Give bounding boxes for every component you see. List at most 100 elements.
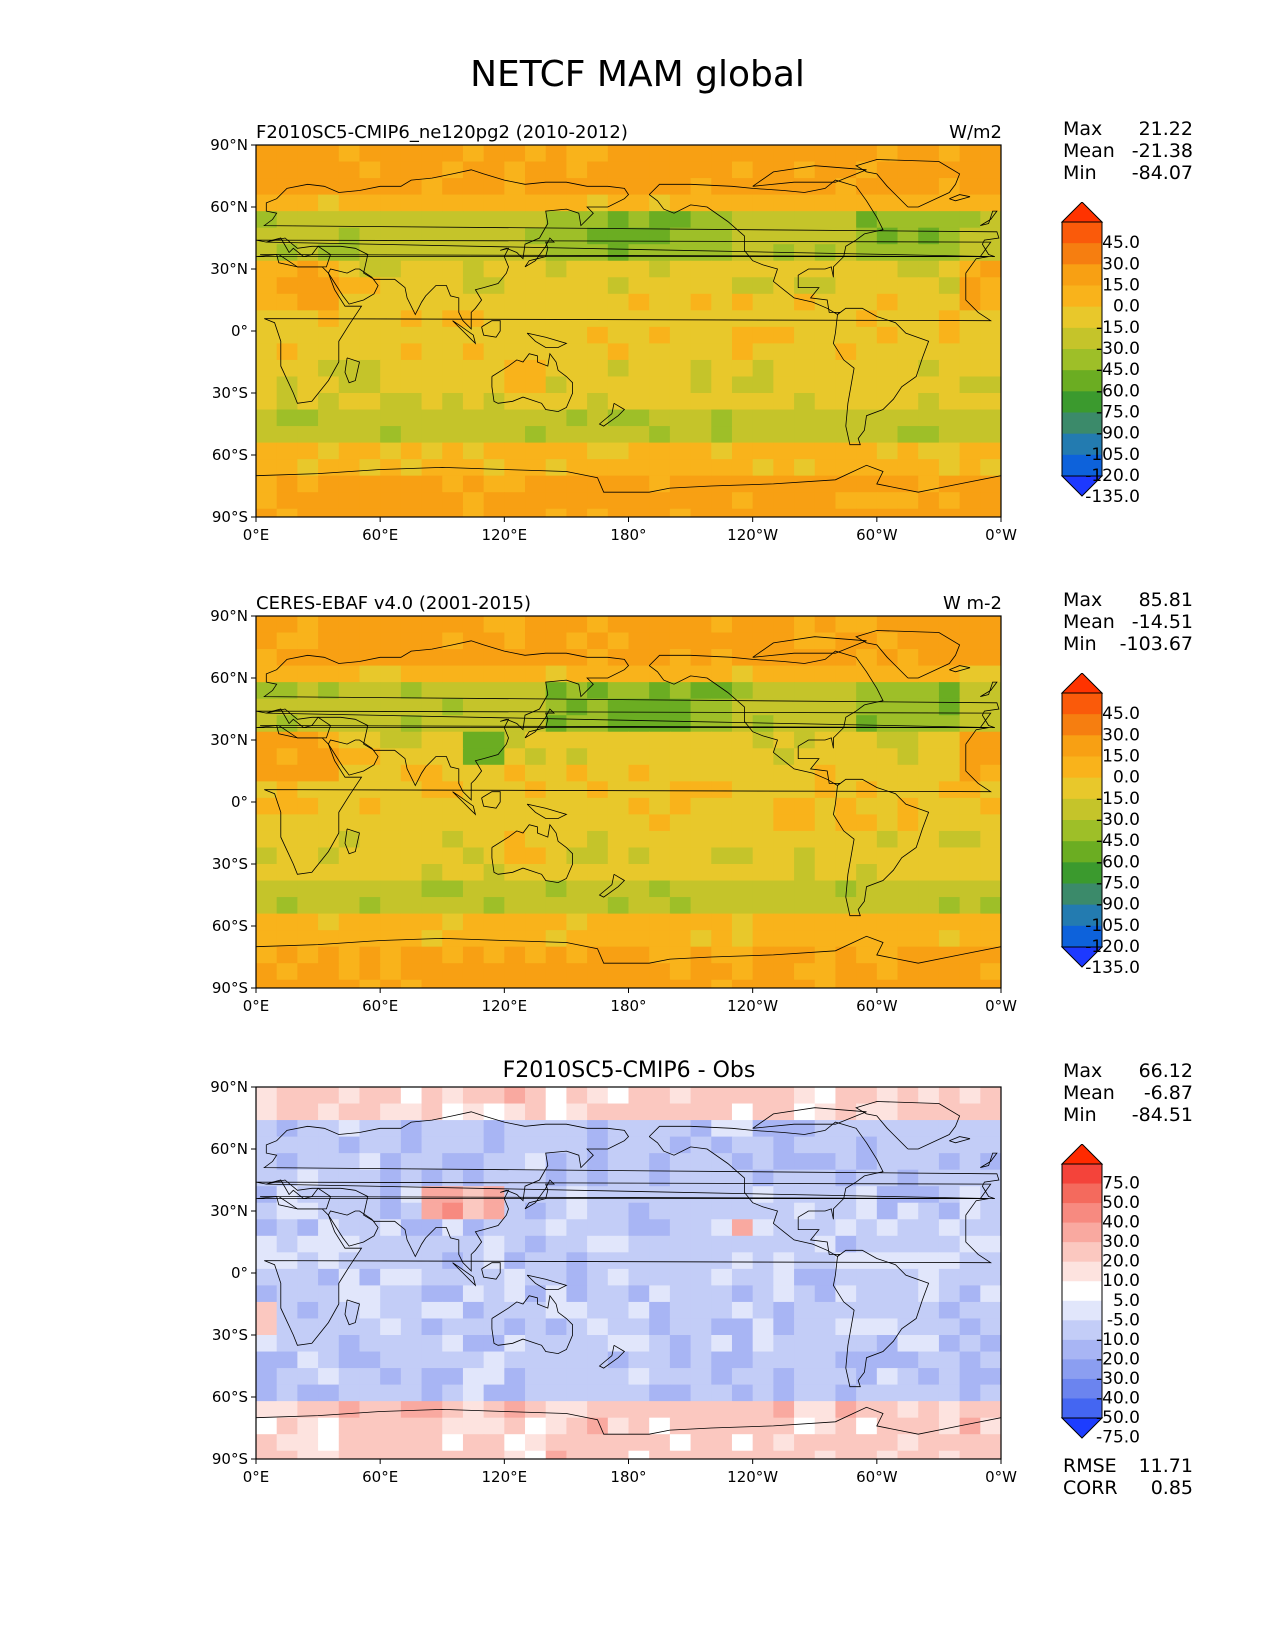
field-cell: [504, 326, 526, 344]
field-cell: [607, 393, 630, 411]
field-cell: [483, 376, 505, 394]
field-cell: [669, 1384, 692, 1402]
stat-max: 85.81: [1138, 589, 1193, 611]
colorbar: 75.050.040.030.020.010.05.0-5.0-10.0-20.…: [1060, 1144, 1140, 1444]
field-cell: [938, 1153, 961, 1171]
panel-title: CERES-EBAF v4.0 (2001-2015): [256, 593, 532, 614]
field-cell: [525, 814, 547, 832]
field-cell: [918, 277, 940, 295]
field-cell: [731, 426, 754, 444]
field-cell: [628, 1301, 650, 1320]
field-cell: [421, 913, 443, 931]
field-cell: [959, 632, 981, 650]
field-cell: [814, 847, 837, 865]
field-cell: [587, 979, 609, 988]
field-cell: [794, 979, 816, 988]
field-cell: [380, 1136, 402, 1154]
field-cell: [462, 979, 485, 988]
field-cell: [649, 913, 671, 931]
field-cell: [504, 178, 526, 196]
field-cell: [711, 979, 733, 988]
colorbar-tick-label: -105.0: [1085, 916, 1140, 936]
field-cell: [566, 310, 588, 328]
field-cell: [318, 475, 340, 493]
field-cell: [731, 748, 754, 766]
field-cell: [318, 946, 340, 964]
y-tick-label: 60°S: [212, 446, 248, 464]
field-cell: [276, 1384, 298, 1402]
field-cell: [318, 963, 340, 981]
coastline: [980, 1152, 998, 1168]
field-cell: [359, 475, 381, 493]
field-cell: [876, 293, 899, 311]
field-cell: [856, 1219, 878, 1237]
field-cell: [587, 830, 609, 849]
field-cell: [669, 1417, 692, 1435]
field-cell: [400, 244, 423, 262]
field-cell: [794, 616, 816, 634]
field-cell: [525, 880, 547, 898]
field-cell: [918, 1252, 940, 1270]
field-cell: [711, 376, 733, 394]
field-cell: [256, 963, 278, 981]
field-cell: [731, 1301, 754, 1320]
stat-mean: -14.51: [1131, 611, 1193, 633]
field-cell: [504, 227, 526, 245]
field-cell: [421, 178, 443, 196]
field-cell: [587, 1219, 609, 1237]
field-cell: [607, 1219, 630, 1237]
field-cell: [731, 359, 754, 378]
field-cell: [897, 682, 919, 700]
field-cell: [752, 1368, 774, 1386]
field-cell: [545, 963, 568, 981]
field-cell: [876, 459, 899, 477]
field-cell: [318, 830, 340, 849]
field-cell: [359, 1136, 381, 1154]
field-cell: [752, 864, 774, 882]
field-cell: [607, 1318, 630, 1336]
field-cell: [545, 1235, 568, 1253]
field-cell: [752, 492, 774, 510]
field-cell: [297, 426, 319, 444]
field-cell: [442, 161, 464, 179]
field-cell: [359, 194, 381, 212]
field-cell: [318, 145, 340, 163]
field-cell: [876, 1301, 899, 1320]
field-cell: [814, 359, 837, 378]
field-cell: [669, 979, 692, 988]
field-cell: [649, 359, 671, 378]
field-cell: [918, 1235, 940, 1253]
field-cell: [462, 1335, 485, 1353]
field-cell: [525, 161, 547, 179]
field-cell: [649, 880, 671, 898]
field-cell: [297, 649, 319, 667]
field-cell: [297, 409, 319, 427]
field-cell: [400, 979, 423, 988]
field-cell: [483, 1087, 505, 1105]
field-cell: [938, 310, 961, 328]
field-cell: [711, 797, 733, 815]
field-cell: [918, 310, 940, 328]
field-cell: [276, 715, 298, 733]
colorbar-segment: [1062, 391, 1102, 413]
field-cell: [628, 1318, 650, 1336]
field-cell: [566, 814, 588, 832]
field-cell: [380, 1202, 402, 1220]
field-cell: [959, 897, 981, 915]
field-cell: [959, 260, 981, 278]
field-cell: [731, 1268, 754, 1286]
field-cell: [400, 946, 423, 964]
rmse-label: RMSE: [1063, 1455, 1117, 1477]
field-cell: [856, 1351, 878, 1369]
field-cell: [276, 1301, 298, 1320]
field-cell: [897, 409, 919, 427]
field-cell: [711, 1202, 733, 1220]
field-cell: [938, 492, 961, 510]
field-cell: [814, 393, 837, 411]
field-cell: [442, 1136, 464, 1154]
field-cell: [731, 1202, 754, 1220]
field-cell: [483, 227, 505, 245]
field-cell: [711, 492, 733, 510]
field-cell: [814, 913, 837, 931]
coastline: [524, 708, 555, 739]
